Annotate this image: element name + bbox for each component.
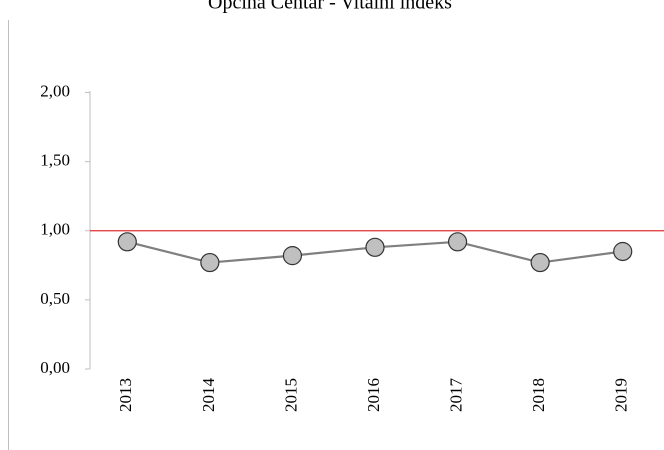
data-point xyxy=(282,246,303,266)
data-point xyxy=(200,252,220,273)
x-tick-label: 2018 xyxy=(529,378,548,412)
x-tick-label: 2017 xyxy=(446,378,465,413)
data-point xyxy=(447,232,468,252)
y-tick-label: 0,50 xyxy=(40,289,70,308)
x-tick-label: 2015 xyxy=(281,378,300,412)
y-tick-label: 0,00 xyxy=(40,358,70,377)
x-tick-label: 2019 xyxy=(612,378,631,412)
data-point xyxy=(613,241,633,262)
x-tick-label: 2016 xyxy=(364,378,383,412)
y-tick-label: 2,00 xyxy=(40,81,70,100)
data-point xyxy=(530,252,550,273)
x-tick-label: 2013 xyxy=(116,378,135,412)
x-tick-label: 2014 xyxy=(199,378,218,413)
chart-title: Općina Centar - Vitalni indeks xyxy=(208,0,452,14)
y-tick-label: 1,00 xyxy=(40,220,70,239)
data-point xyxy=(365,237,385,257)
y-tick-label: 1,50 xyxy=(40,151,70,170)
data-point xyxy=(117,232,137,252)
